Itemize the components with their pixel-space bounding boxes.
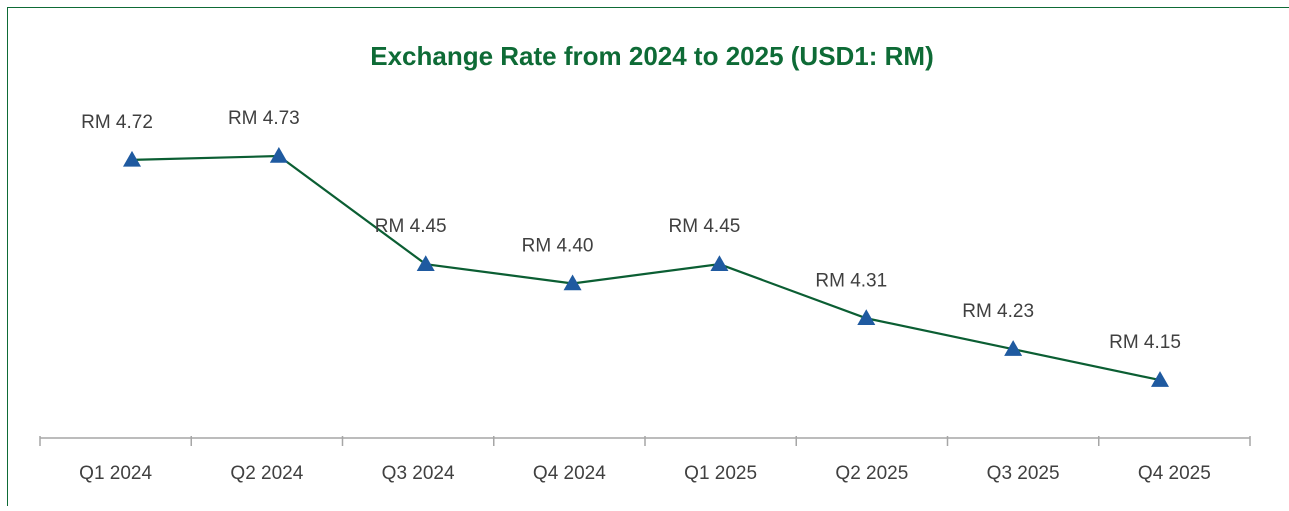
x-tick-label: Q4 2025 (1138, 463, 1211, 484)
chart-title: Exchange Rate from 2024 to 2025 (USD1: R… (370, 41, 934, 71)
x-tick-label: Q1 2025 (684, 463, 757, 484)
data-label: RM 4.73 (228, 108, 300, 129)
data-label: RM 4.23 (962, 301, 1034, 322)
chart-border (8, 8, 1289, 507)
x-tick-label: Q3 2024 (382, 463, 455, 484)
series-line (132, 156, 1160, 380)
marker (710, 255, 728, 271)
x-tick-label: Q3 2025 (987, 463, 1060, 484)
data-label: RM 4.45 (669, 216, 741, 237)
data-label: RM 4.40 (522, 236, 594, 257)
marker (857, 309, 875, 325)
x-tick-label: Q4 2024 (533, 463, 606, 484)
x-tick-label: Q2 2025 (835, 463, 908, 484)
data-label: RM 4.72 (81, 112, 153, 133)
marker (270, 147, 288, 163)
marker (417, 255, 435, 271)
x-tick-label: Q1 2024 (79, 463, 152, 484)
data-label: RM 4.15 (1109, 332, 1181, 353)
data-label: RM 4.45 (375, 216, 447, 237)
data-label: RM 4.31 (815, 270, 887, 291)
x-tick-label: Q2 2024 (230, 463, 303, 484)
